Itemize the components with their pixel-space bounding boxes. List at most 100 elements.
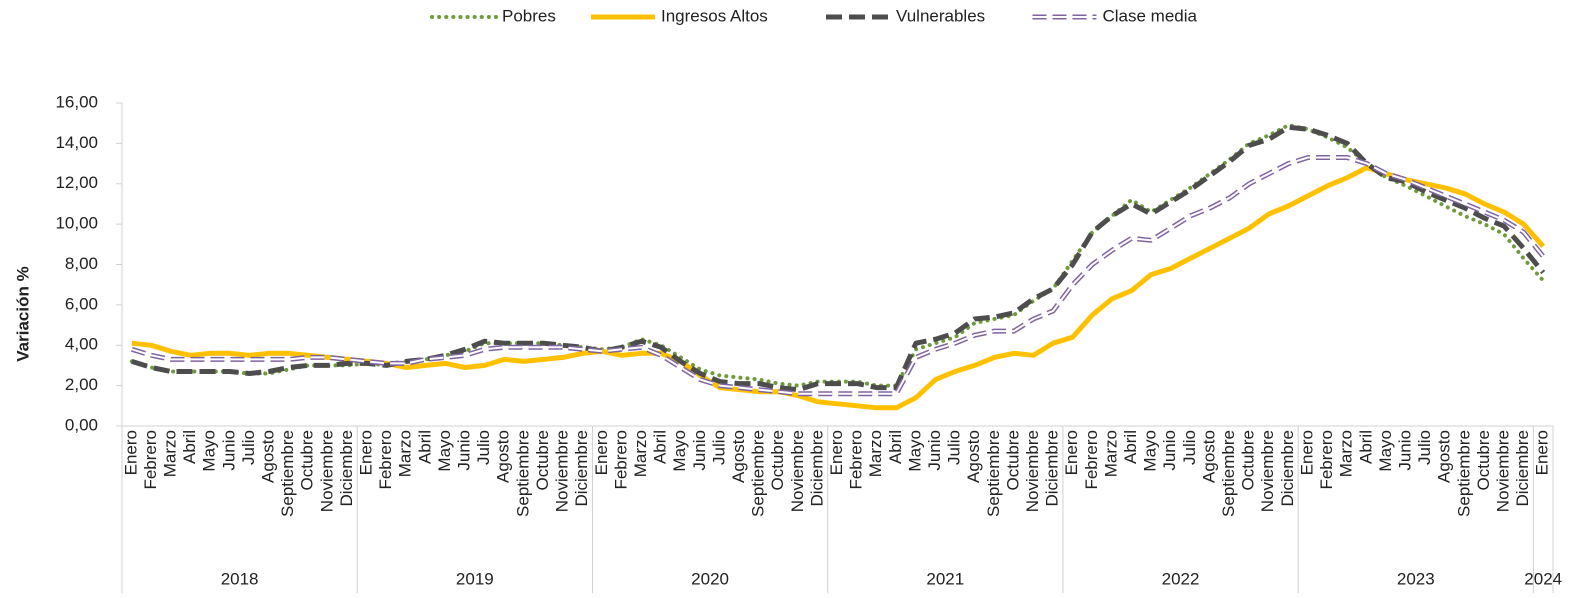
- x-tick-label: Julio: [239, 430, 258, 465]
- x-tick-label: Enero: [357, 430, 376, 475]
- x-tick-label: Agosto: [729, 430, 748, 483]
- series-line: [129, 123, 1546, 388]
- year-label: 2021: [926, 569, 964, 588]
- legend-label: Clase media: [1103, 6, 1198, 25]
- legend-label: Ingresos Altos: [661, 6, 768, 25]
- x-tick-label: Abril: [180, 430, 199, 464]
- x-tick-label: Agosto: [494, 430, 513, 483]
- x-tick-label: Julio: [1415, 430, 1434, 465]
- year-label: 2024: [1524, 569, 1562, 588]
- x-tick-label: Junio: [1160, 430, 1179, 471]
- x-tick-label: Febrero: [376, 430, 395, 490]
- x-tick-label: Diciembre: [1043, 430, 1062, 507]
- x-tick-label: Mayo: [670, 430, 689, 472]
- x-tick-label: Julio: [474, 430, 493, 465]
- x-tick-label: Junio: [925, 430, 944, 471]
- x-tick-label: Mayo: [435, 430, 454, 472]
- x-tick-label: Octubre: [533, 430, 552, 490]
- x-tick-label: Agosto: [1435, 430, 1454, 483]
- x-tick-label: Febrero: [141, 430, 160, 490]
- x-tick-label: Noviembre: [788, 430, 807, 512]
- series-line-inner: [131, 156, 1544, 395]
- x-tick-label: Diciembre: [1278, 430, 1297, 507]
- x-tick-label: Mayo: [1141, 430, 1160, 472]
- x-tick-label: Noviembre: [1493, 430, 1512, 512]
- x-tick-label: Septiembre: [278, 430, 297, 517]
- x-tick-label: Agosto: [964, 430, 983, 483]
- x-tick-label: Febrero: [1082, 430, 1101, 490]
- x-tick-label: Febrero: [611, 430, 630, 490]
- x-tick-label: Enero: [1297, 430, 1316, 475]
- x-tick-label: Agosto: [1199, 430, 1218, 483]
- year-label: 2022: [1162, 569, 1200, 588]
- x-tick-label: Mayo: [905, 430, 924, 472]
- year-label: 2023: [1397, 569, 1435, 588]
- x-tick-label: Diciembre: [1513, 430, 1532, 507]
- y-tick-label: 4,00: [65, 335, 98, 354]
- legend-label: Vulnerables: [896, 6, 985, 25]
- y-tick-label: 6,00: [65, 294, 98, 313]
- x-tick-label: Junio: [455, 430, 474, 471]
- x-tick-label: Marzo: [160, 430, 179, 477]
- y-tick-label: 2,00: [65, 375, 98, 394]
- x-tick-label: Octubre: [1474, 430, 1493, 490]
- x-tick-label: Octubre: [1003, 430, 1022, 490]
- x-tick-label: Abril: [1356, 430, 1375, 464]
- x-tick-label: Febrero: [847, 430, 866, 490]
- y-tick-label: 12,00: [55, 173, 98, 192]
- x-tick-label: Marzo: [1337, 430, 1356, 477]
- x-tick-label: Enero: [121, 430, 140, 475]
- x-tick-label: Enero: [1062, 430, 1081, 475]
- x-tick-label: Julio: [1180, 430, 1199, 465]
- legend-label: Pobres: [502, 6, 556, 25]
- x-tick-label: Septiembre: [1454, 430, 1473, 517]
- x-tick-label: Enero: [592, 430, 611, 475]
- x-tick-label: Noviembre: [1023, 430, 1042, 512]
- x-tick-label: Diciembre: [337, 430, 356, 507]
- year-label: 2020: [691, 569, 729, 588]
- x-tick-label: Agosto: [259, 430, 278, 483]
- y-tick-label: 0,00: [65, 415, 98, 434]
- x-tick-label: Junio: [219, 430, 238, 471]
- x-tick-label: Junio: [1395, 430, 1414, 471]
- x-tick-label: Julio: [945, 430, 964, 465]
- x-tick-label: Septiembre: [749, 430, 768, 517]
- x-tick-label: Febrero: [1317, 430, 1336, 490]
- x-tick-label: Septiembre: [984, 430, 1003, 517]
- x-tick-label: Diciembre: [572, 430, 591, 507]
- series-line: [131, 165, 1546, 411]
- x-tick-label: Octubre: [298, 430, 317, 490]
- x-tick-label: Abril: [886, 430, 905, 464]
- x-tick-label: Marzo: [866, 430, 885, 477]
- x-tick-label: Septiembre: [513, 430, 532, 517]
- x-tick-label: Junio: [690, 430, 709, 471]
- x-tick-label: Octubre: [1239, 430, 1258, 490]
- x-tick-label: Enero: [1533, 430, 1552, 475]
- x-tick-label: Mayo: [1376, 430, 1395, 472]
- x-tick-label: Mayo: [200, 430, 219, 472]
- x-tick-label: Julio: [709, 430, 728, 465]
- y-tick-label: 16,00: [55, 92, 98, 111]
- x-tick-label: Enero: [827, 430, 846, 475]
- y-axis-label: Variación %: [13, 266, 32, 361]
- x-tick-label: Marzo: [396, 430, 415, 477]
- year-label: 2018: [221, 569, 259, 588]
- year-label: 2019: [456, 569, 494, 588]
- x-tick-label: Noviembre: [317, 430, 336, 512]
- x-tick-label: Abril: [1121, 430, 1140, 464]
- y-tick-label: 8,00: [65, 254, 98, 273]
- x-tick-label: Abril: [651, 430, 670, 464]
- x-tick-label: Septiembre: [1219, 430, 1238, 517]
- x-tick-label: Abril: [415, 430, 434, 464]
- y-tick-label: 14,00: [55, 133, 98, 152]
- x-tick-label: Diciembre: [807, 430, 826, 507]
- x-tick-label: Marzo: [1101, 430, 1120, 477]
- series-line: [131, 124, 1546, 393]
- y-tick-label: 10,00: [55, 214, 98, 233]
- x-tick-label: Noviembre: [1258, 430, 1277, 512]
- x-tick-label: Marzo: [631, 430, 650, 477]
- x-tick-label: Noviembre: [553, 430, 572, 512]
- x-tick-label: Octubre: [768, 430, 787, 490]
